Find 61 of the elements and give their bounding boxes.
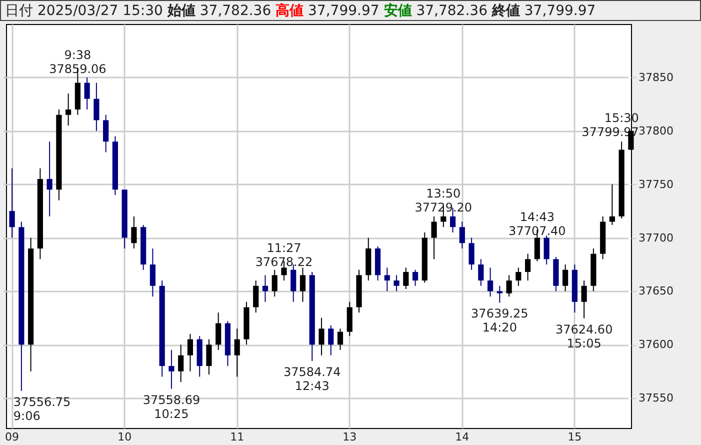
candlestick: [253, 280, 259, 314]
candlestick: [394, 274, 400, 292]
candlestick: [609, 184, 615, 226]
text: 37624.60 15:05: [555, 322, 613, 350]
candlestick: [234, 328, 240, 378]
text: 37639.25 14:20: [471, 306, 528, 335]
candlestick: [496, 285, 502, 304]
text: 37584.74 12:43: [283, 364, 341, 393]
candlestick: [459, 221, 465, 249]
candlestick: [562, 264, 568, 292]
x-tick-label: 09: [5, 430, 20, 444]
y-tick-label: 37650: [638, 284, 674, 298]
y-tick-label: 37850: [638, 70, 674, 84]
text: 9:38 37859.06: [49, 48, 106, 76]
candlestick: [581, 280, 587, 319]
candlestick: [103, 114, 109, 153]
candlestick: [178, 344, 184, 383]
x-tick-label: 15: [568, 430, 582, 444]
candlestick: [478, 258, 484, 286]
candlestick: [46, 141, 52, 217]
y-tick-label: 37600: [638, 338, 674, 352]
chart-title: 日付 2025/03/27 15:30 始値 37,782.36 高値 37,799.97 安値 37,782.36 終値 37,799.97: [5, 3, 596, 19]
candlestick: [403, 267, 409, 290]
candlestick: [384, 267, 390, 292]
candlestick: [506, 274, 512, 298]
candlestick: [168, 349, 174, 390]
candlestick: [94, 82, 100, 132]
candlestick: [9, 168, 15, 238]
candlestick: [66, 92, 72, 126]
candlestick: [272, 269, 278, 298]
candlestick: [328, 324, 334, 356]
candlestick: [206, 338, 212, 376]
text: 13:50 37729.20: [414, 186, 472, 215]
text: 37556.75 9:06: [13, 394, 71, 423]
candlestick: [468, 237, 474, 270]
x-tick-label: 13: [342, 430, 357, 444]
candlestick: [412, 269, 418, 286]
candlestick: [431, 216, 437, 260]
y-tick-label: 37700: [638, 231, 674, 244]
y-tick-label: 37550: [638, 392, 674, 405]
text: 37558.69 10:25: [142, 392, 200, 421]
candlestick: [216, 312, 222, 350]
candlestick: [525, 253, 531, 282]
y-tick-label: 37800: [638, 124, 674, 138]
candlestick: [187, 333, 194, 372]
y-tick-label: 37750: [638, 178, 674, 191]
candlestick: [131, 216, 137, 249]
candlestick: [300, 267, 306, 302]
candlestick: [516, 267, 522, 286]
x-tick-label: 11: [230, 430, 244, 444]
candlestick: [150, 248, 156, 298]
candlestick: [487, 267, 494, 298]
candlestick: [544, 235, 550, 265]
candlestick: [262, 274, 268, 302]
text: 11:27 37678.22: [255, 241, 313, 270]
candlestick: [318, 317, 324, 356]
candlestick: [84, 76, 90, 110]
x-tick-label: 10: [118, 430, 132, 444]
x-tick-label: 14: [455, 430, 470, 444]
text: 14:43 37707.40: [508, 210, 566, 238]
candlestick: [337, 328, 344, 350]
